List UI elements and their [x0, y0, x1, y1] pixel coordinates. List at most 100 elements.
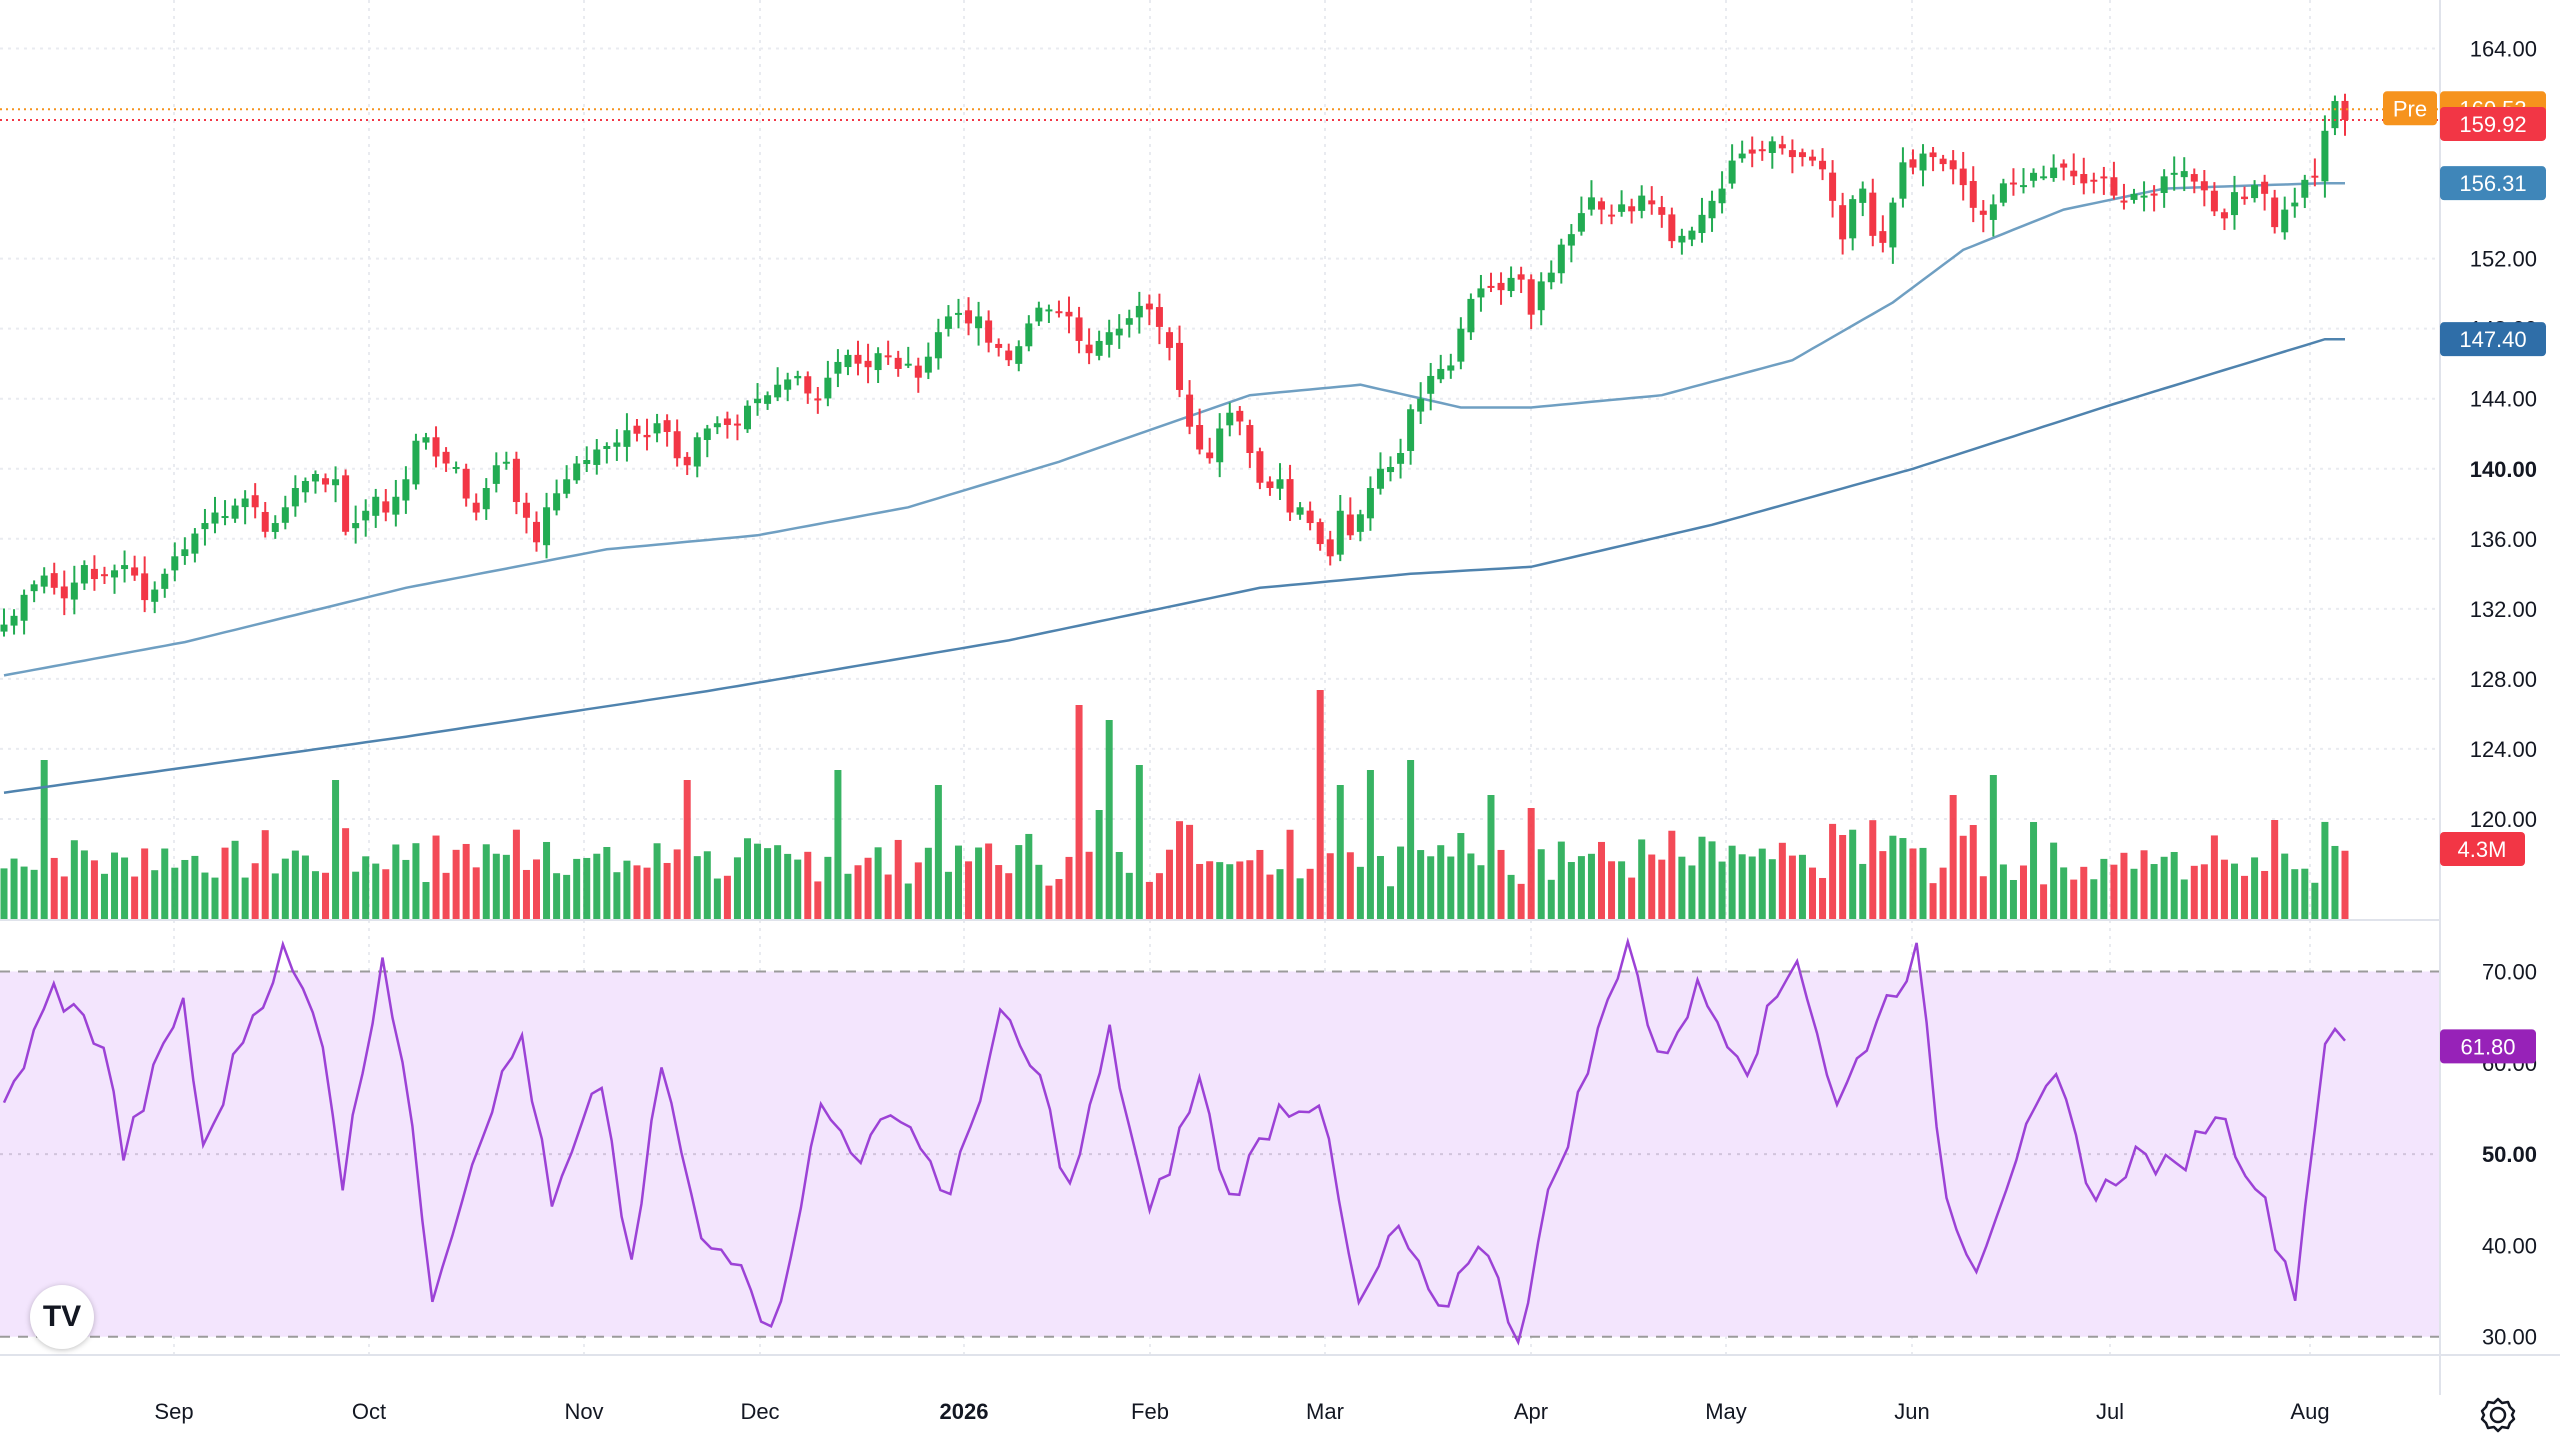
candle: [1246, 425, 1254, 453]
candle: [2311, 175, 2319, 178]
volume-bar: [1266, 874, 1274, 920]
candle: [2050, 167, 2058, 179]
volume-bar: [914, 862, 922, 920]
volume-bar: [643, 867, 651, 920]
volume-bar: [683, 780, 691, 920]
candle: [482, 488, 490, 510]
volume-bar: [1989, 775, 1997, 920]
time-axis[interactable]: Sep Oct Nov Dec 2026 Feb Mar Apr May Jun…: [154, 1399, 2329, 1424]
candle: [392, 496, 400, 515]
candle: [593, 449, 601, 465]
candle: [1959, 168, 1967, 186]
last-price-badge: 159.92: [2440, 106, 2546, 141]
rsi-box: [2440, 1029, 2536, 1064]
candle: [301, 481, 309, 493]
volume-bar: [1648, 854, 1656, 920]
candle: [663, 420, 671, 432]
last-price-value: 159.92: [2459, 112, 2526, 137]
candle: [2170, 172, 2178, 175]
candle: [1638, 195, 1646, 211]
volume-bar: [362, 856, 370, 920]
candle: [1336, 510, 1344, 555]
volume-bar: [1577, 856, 1585, 920]
volume-bar: [352, 871, 360, 920]
moving-averages: [3, 181, 2345, 794]
candle: [2040, 176, 2048, 179]
volume-bar: [151, 870, 159, 920]
volume-bar: [1638, 839, 1646, 920]
volume-bar: [271, 873, 279, 920]
volume-bar: [50, 857, 58, 920]
candle: [1437, 368, 1445, 380]
candle: [1618, 204, 1626, 212]
candle: [1145, 303, 1153, 310]
volume-bar: [1115, 851, 1123, 920]
candle: [1366, 488, 1374, 519]
candle: [2341, 100, 2349, 120]
candle: [1035, 307, 1043, 322]
volume-bar: [482, 844, 490, 920]
candle: [1387, 467, 1395, 473]
volume-bar: [1035, 864, 1043, 920]
volume-bar: [10, 858, 18, 920]
candle: [1557, 244, 1565, 274]
candle: [1648, 200, 1656, 205]
volume-bar: [332, 780, 340, 920]
candle: [1989, 204, 1997, 220]
last-price-box: [2440, 106, 2546, 141]
volume-bar: [2291, 869, 2299, 920]
volume-bar: [171, 867, 179, 920]
volume-bar: [1537, 849, 1545, 920]
candle: [1376, 468, 1384, 489]
candle: [2281, 209, 2289, 233]
ma200-value: 147.40: [2459, 327, 2526, 352]
candle: [1869, 192, 1877, 236]
candle: [271, 523, 279, 532]
volume-bar: [764, 848, 772, 920]
candle: [2291, 202, 2299, 207]
volume-bar: [1979, 876, 1987, 920]
candle: [412, 440, 420, 485]
candle: [181, 549, 189, 557]
volume-bar: [1417, 850, 1425, 920]
rsi-axis[interactable]: 70.00 60.00 50.00 40.00 30.00: [2482, 960, 2537, 1350]
candle: [1587, 197, 1595, 210]
candle: [985, 320, 993, 343]
candle: [472, 502, 480, 513]
price-axis[interactable]: 164.00 152.00 148.00 144.00 140.00 136.0…: [2470, 37, 2537, 832]
candle: [90, 568, 98, 580]
premarket-label-box: [2383, 91, 2437, 126]
candle: [683, 456, 691, 466]
candle: [0, 624, 8, 632]
price-tick-144: 144.00: [2470, 387, 2537, 412]
volume-bar: [1145, 881, 1153, 920]
rsi-tick-50: 50.00: [2482, 1142, 2537, 1167]
volume-bar: [241, 877, 249, 920]
candle: [50, 573, 58, 588]
volume-bar: [1356, 866, 1364, 920]
volume-bar: [1758, 848, 1766, 920]
candle: [2009, 182, 2017, 185]
candle: [623, 430, 631, 447]
volume-bar: [261, 830, 269, 920]
candle: [1527, 279, 1535, 315]
volume-bar: [904, 883, 912, 920]
candle: [2100, 176, 2108, 179]
volume-bar: [0, 868, 8, 920]
volume-bar: [1798, 854, 1806, 920]
candle: [1819, 160, 1827, 170]
volume-bar: [121, 857, 129, 920]
volume-bar: [382, 869, 390, 920]
candle: [1447, 365, 1455, 371]
candle: [533, 521, 541, 543]
gear-icon[interactable]: [2478, 1395, 2518, 1435]
candle: [231, 505, 239, 519]
tradingview-logo-icon[interactable]: TV: [30, 1285, 94, 1349]
candle: [1397, 452, 1405, 464]
volume-bar: [834, 770, 842, 920]
candle: [2080, 174, 2088, 184]
volume-bar: [1708, 841, 1716, 920]
candle: [2110, 177, 2118, 196]
